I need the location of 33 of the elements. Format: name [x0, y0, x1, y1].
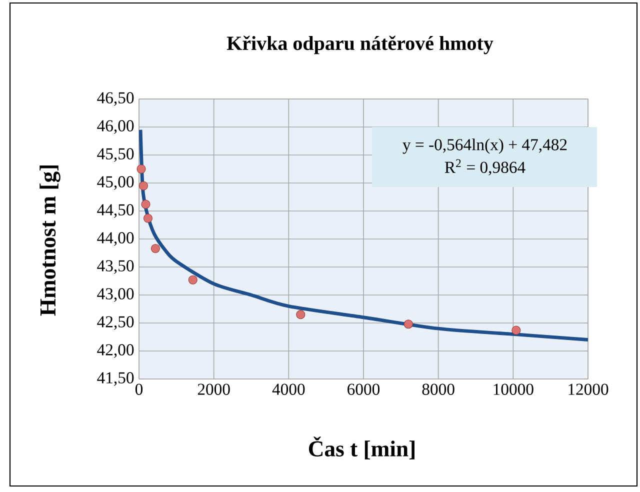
y-tick-label: 42,00 [97, 344, 134, 358]
point [143, 214, 153, 223]
y-tick-label: 44,00 [97, 232, 134, 246]
x-axis-title: Čas t [min] [308, 436, 414, 460]
x-tick-label: 12000 [568, 384, 608, 395]
y-tick-label: 43,50 [97, 260, 134, 274]
y-tick-label: 45,50 [97, 148, 134, 162]
y-tick-label: 43,00 [97, 288, 134, 302]
point [136, 164, 146, 174]
point [188, 275, 198, 284]
x-tick-label: 2000 [198, 384, 230, 395]
x-tick-label: 10000 [494, 384, 534, 395]
chart-title: Křivka odparu nátěrové hmoty [226, 36, 494, 54]
y-tick-label: 46,00 [97, 120, 134, 134]
point [141, 200, 150, 209]
x-tick-label: 0 [135, 384, 143, 395]
point [138, 181, 148, 190]
y-tick-label: 45,00 [97, 176, 134, 190]
y-tick-label: 42,50 [97, 316, 134, 330]
y-tick-label: 44,50 [97, 204, 134, 218]
y-tick-label: 41,50 [97, 372, 134, 386]
annotation: R$^{2}$ = 0,9864 [444, 159, 526, 176]
point [296, 310, 306, 320]
y-tick-label: 46,50 [97, 92, 134, 106]
x-tick-label: 8000 [422, 384, 454, 395]
x-tick-label: 4000 [272, 384, 305, 395]
x-tick-label: 6000 [348, 384, 380, 395]
point [150, 244, 160, 254]
line-series [139, 128, 588, 342]
annotation: y = -0,564ln(x) + 47,482 [402, 138, 567, 154]
point [512, 326, 521, 335]
y-axis-title: Hmotnost m [g] [40, 165, 60, 316]
point [404, 320, 413, 329]
